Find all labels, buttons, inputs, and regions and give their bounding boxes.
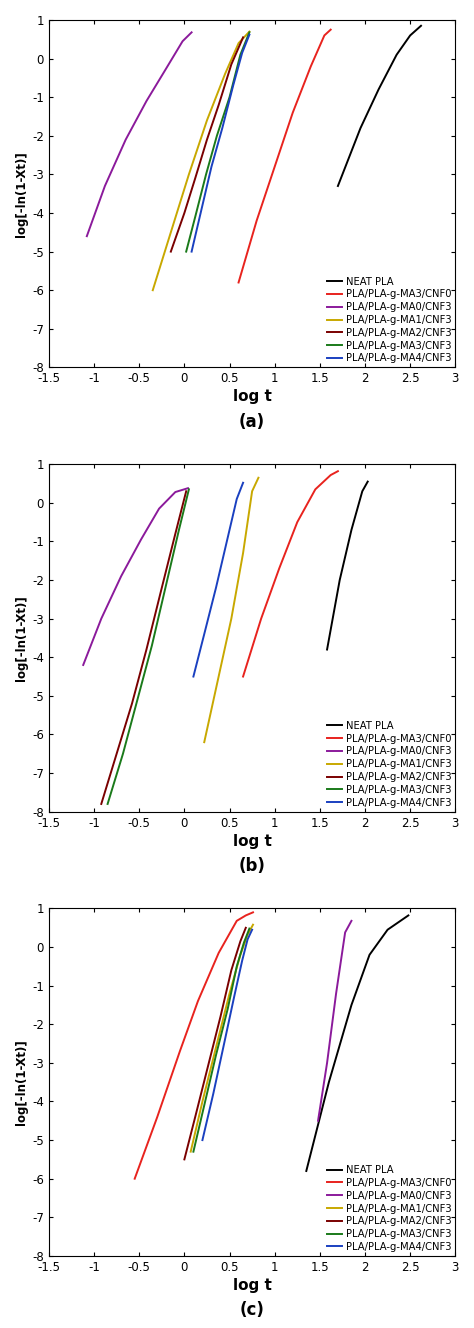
Text: (c): (c)	[240, 1301, 264, 1319]
Legend: NEAT PLA, PLA/PLA-g-MA3/CNF0, PLA/PLA-g-MA0/CNF3, PLA/PLA-g-MA1/CNF3, PLA/PLA-g-: NEAT PLA, PLA/PLA-g-MA3/CNF0, PLA/PLA-g-…	[326, 720, 452, 809]
Text: (b): (b)	[239, 857, 265, 875]
X-axis label: log t: log t	[233, 389, 272, 405]
X-axis label: log t: log t	[233, 1278, 272, 1293]
Y-axis label: log[-ln(1-Xt)]: log[-ln(1-Xt)]	[15, 595, 28, 681]
Y-axis label: log[-ln(1-Xt)]: log[-ln(1-Xt)]	[15, 151, 28, 236]
Legend: NEAT PLA, PLA/PLA-g-MA3/CNF0, PLA/PLA-g-MA0/CNF3, PLA/PLA-g-MA1/CNF3, PLA/PLA-g-: NEAT PLA, PLA/PLA-g-MA3/CNF0, PLA/PLA-g-…	[326, 1165, 452, 1252]
Legend: NEAT PLA, PLA/PLA-g-MA3/CNF0, PLA/PLA-g-MA0/CNF3, PLA/PLA-g-MA1/CNF3, PLA/PLA-g-: NEAT PLA, PLA/PLA-g-MA3/CNF0, PLA/PLA-g-…	[326, 276, 452, 364]
Y-axis label: log[-ln(1-Xt)]: log[-ln(1-Xt)]	[15, 1040, 28, 1125]
Text: (a): (a)	[239, 413, 265, 430]
X-axis label: log t: log t	[233, 834, 272, 849]
